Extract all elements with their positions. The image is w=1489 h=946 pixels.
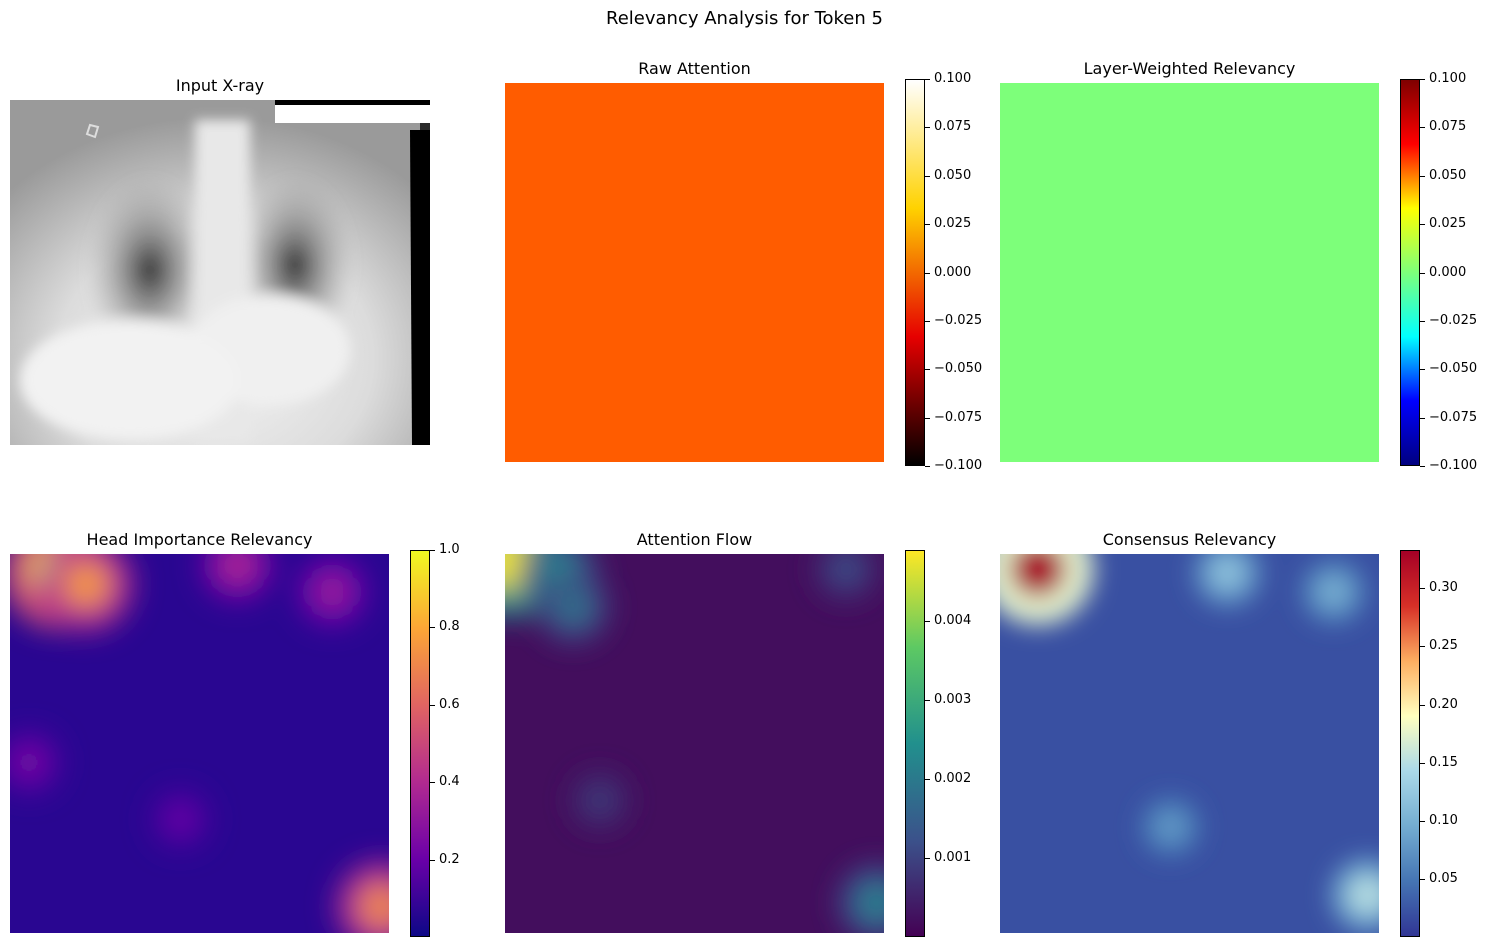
xray-image <box>10 100 430 445</box>
colorbar-tick-mark <box>1420 763 1425 764</box>
head-importance-heatmap <box>10 554 389 933</box>
heatmap-hotspot <box>14 747 44 777</box>
raw-attention-title: Raw Attention <box>638 59 751 78</box>
heatmap-hotspot <box>220 554 255 583</box>
heatmap-hotspot <box>62 560 110 608</box>
colorbar-tick-label: 0.050 <box>934 168 972 183</box>
colorbar-tick-mark <box>1420 466 1425 467</box>
colorbar-tick-label: 0.050 <box>1429 168 1467 183</box>
raw-attention-heatmap <box>505 83 884 462</box>
colorbar-tick-mark <box>925 779 930 780</box>
colorbar-tick-mark <box>1420 588 1425 589</box>
colorbar-tick-mark <box>925 418 930 419</box>
consensus-heatmap <box>1000 554 1379 933</box>
colorbar-tick-label: 0.15 <box>1429 755 1458 770</box>
colorbar-tick-label: 0.05 <box>1429 871 1458 886</box>
colorbar-tick-mark <box>925 176 930 177</box>
heatmap-hotspot <box>1156 812 1185 842</box>
heatmap-hotspot <box>858 884 884 921</box>
colorbar-tick-label: −0.050 <box>1429 361 1478 376</box>
colorbar-tick-mark <box>1420 176 1425 177</box>
colorbar-tick-mark <box>925 466 930 467</box>
consensus-colorbar <box>1400 550 1420 937</box>
colorbar-tick-label: −0.100 <box>934 458 983 473</box>
colorbar-tick-label: 0.075 <box>934 119 972 134</box>
colorbar-tick-label: 0.075 <box>1429 119 1467 134</box>
heatmap-hotspot <box>1318 576 1349 608</box>
heatmap-hotspot <box>586 787 614 814</box>
heatmap-hotspot <box>1210 556 1244 590</box>
colorbar-tick-mark <box>430 627 435 628</box>
heatmap-hotspot <box>1349 876 1379 914</box>
colorbar-tick-mark <box>1420 879 1425 880</box>
colorbar-tick-label: −0.075 <box>1429 410 1478 425</box>
attention-flow-colorbar <box>905 550 925 937</box>
colorbar-tick-label: 1.0 <box>439 542 460 557</box>
colorbar-tick-label: 0.100 <box>1429 71 1467 86</box>
colorbar-tick-label: −0.025 <box>1429 313 1478 328</box>
colorbar-tick-mark <box>1420 418 1425 419</box>
heatmap-hotspot <box>166 805 195 833</box>
colorbar-tick-mark <box>1420 79 1425 80</box>
colorbar-tick-label: −0.050 <box>934 361 983 376</box>
colorbar-tick-mark <box>1420 273 1425 274</box>
heatmap-hotspot <box>831 554 861 584</box>
colorbar-tick-mark <box>925 79 930 80</box>
head-importance-title: Head Importance Relevancy <box>86 530 313 549</box>
colorbar-tick-mark <box>1420 646 1425 647</box>
colorbar-tick-label: 0.6 <box>439 697 460 712</box>
layer-weighted-heatmap <box>1000 83 1379 462</box>
colorbar-tick-mark <box>925 621 930 622</box>
consensus-title: Consensus Relevancy <box>1102 530 1277 549</box>
colorbar-tick-label: −0.025 <box>934 313 983 328</box>
colorbar-tick-mark <box>925 700 930 701</box>
colorbar-tick-label: 0.4 <box>439 774 460 789</box>
layer-weighted-colorbar <box>1400 79 1420 466</box>
colorbar-tick-label: 0.001 <box>934 850 972 865</box>
colorbar-tick-mark <box>925 127 930 128</box>
colorbar-tick-mark <box>1420 321 1425 322</box>
colorbar-tick-label: 0.100 <box>934 71 972 86</box>
colorbar-tick-label: 0.2 <box>439 852 460 867</box>
colorbar-tick-label: 0.30 <box>1429 580 1458 595</box>
figure-title: Relevancy Analysis for Token 5 <box>606 8 883 29</box>
layer-weighted-title: Layer-Weighted Relevancy <box>1083 59 1296 78</box>
colorbar-tick-label: 0.003 <box>934 692 972 707</box>
colorbar-tick-label: 0.004 <box>934 613 972 628</box>
raw-attention-colorbar <box>905 79 925 466</box>
colorbar-tick-mark <box>925 369 930 370</box>
colorbar-tick-mark <box>925 858 930 859</box>
colorbar-tick-mark <box>1420 705 1425 706</box>
colorbar-tick-label: −0.100 <box>1429 458 1478 473</box>
colorbar-tick-mark <box>430 550 435 551</box>
colorbar-tick-mark <box>925 273 930 274</box>
xray-title: Input X-ray <box>175 76 265 95</box>
colorbar-tick-mark <box>925 224 930 225</box>
attention-flow-title: Attention Flow <box>636 530 753 549</box>
colorbar-tick-label: 0.10 <box>1429 813 1458 828</box>
colorbar-tick-label: 0.025 <box>1429 216 1467 231</box>
colorbar-tick-label: −0.075 <box>934 410 983 425</box>
colorbar-tick-mark <box>430 782 435 783</box>
heatmap-hotspot <box>358 883 389 930</box>
heatmap-hotspot <box>315 575 349 609</box>
colorbar-tick-mark <box>430 860 435 861</box>
colorbar-tick-mark <box>1420 224 1425 225</box>
attention-flow-heatmap <box>505 554 884 933</box>
colorbar-tick-mark <box>925 321 930 322</box>
colorbar-tick-mark <box>1420 369 1425 370</box>
head-importance-colorbar <box>410 550 430 937</box>
colorbar-tick-label: 0.000 <box>934 265 972 280</box>
colorbar-tick-mark <box>1420 127 1425 128</box>
colorbar-tick-label: 0.025 <box>934 216 972 231</box>
colorbar-tick-label: 0.002 <box>934 771 972 786</box>
colorbar-tick-label: 0.000 <box>1429 265 1467 280</box>
colorbar-tick-label: 0.20 <box>1429 697 1458 712</box>
colorbar-tick-mark <box>430 705 435 706</box>
colorbar-tick-label: 0.25 <box>1429 638 1458 653</box>
colorbar-tick-mark <box>1420 821 1425 822</box>
colorbar-tick-label: 0.8 <box>439 619 460 634</box>
heatmap-hotspot <box>556 590 591 625</box>
heatmap-hotspot <box>1010 554 1066 597</box>
